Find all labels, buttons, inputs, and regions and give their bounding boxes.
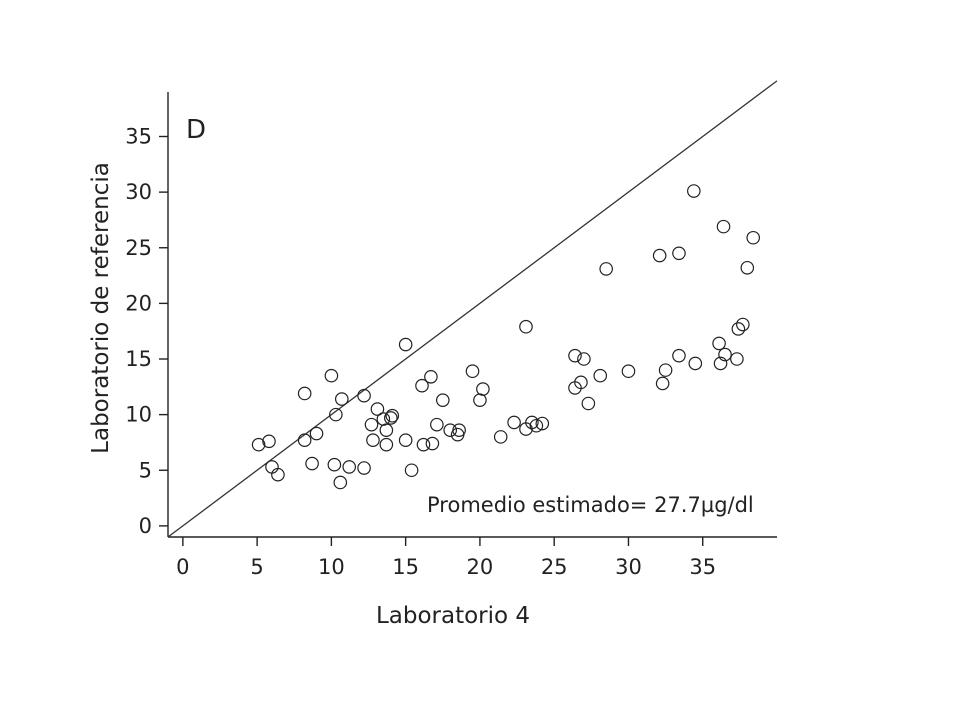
data-point [736,317,750,332]
data-point [424,369,438,384]
data-point [416,437,431,452]
data-point [366,433,380,448]
data-point [716,219,731,234]
x-tick-label: 30 [615,555,642,579]
y-tick-label: 20 [125,291,152,315]
data-point [379,437,394,452]
data-point [357,388,371,403]
data-points [251,184,761,490]
data-point [370,402,385,416]
data-point [581,396,596,411]
data-point [334,392,349,406]
data-point [621,364,636,379]
data-point [384,411,398,425]
data-point [465,364,480,379]
x-tick-label: 15 [392,555,419,579]
data-point [379,423,394,437]
data-point [251,437,266,452]
panel-label: D [186,115,206,145]
data-point [262,434,276,449]
data-point [746,230,761,245]
annotation-text: Promedio estimado= 27.7µg/dl [427,493,754,517]
x-tick-label: 25 [541,555,568,579]
data-point [398,337,413,352]
data-point [672,348,686,363]
data-point [476,382,490,396]
data-point [430,417,444,432]
data-point [712,336,726,351]
y-tick-label: 30 [125,180,152,204]
y-tick-label: 0 [139,514,152,538]
data-point [333,475,348,490]
y-tick-label: 15 [125,347,152,371]
x-tick-label: 0 [176,555,189,579]
y-tick-label: 10 [125,403,152,427]
x-axis-ticks: 0 5 10 15 20 25 30 35 [176,537,716,579]
data-point [568,348,582,363]
y-tick-label: 35 [125,125,152,149]
data-point [385,408,400,423]
data-point [297,386,312,401]
data-point [740,260,755,275]
data-point [435,393,450,407]
x-tick-label: 20 [467,555,494,579]
data-point [404,463,419,478]
data-point [329,407,343,422]
data-point [324,368,339,383]
data-point [493,430,508,444]
y-tick-label: 5 [139,458,152,482]
data-point [593,368,608,383]
data-point [473,393,487,407]
data-point [713,356,728,371]
data-point [577,352,591,366]
data-point [271,467,285,482]
data-point [265,460,279,474]
data-point [398,433,413,448]
data-point [305,456,319,471]
data-point [415,378,429,393]
data-point [364,417,379,432]
data-point [652,248,667,263]
data-point [443,423,458,437]
data-point [658,363,673,377]
data-point [327,457,342,472]
data-point [529,418,544,433]
data-point [672,246,686,261]
x-tick-label: 5 [250,555,263,579]
y-tick-label: 25 [125,236,152,260]
data-point [655,376,670,391]
y-axis-ticks: 0 5 10 15 20 25 30 35 [125,125,168,538]
reference-line [167,80,778,538]
data-point [687,184,701,198]
data-point [731,322,746,336]
x-tick-label: 10 [318,555,345,579]
data-point [519,319,533,334]
data-point [574,375,588,390]
data-point [342,460,357,474]
reference-line-group [167,80,778,538]
data-point [599,262,613,276]
data-point [535,416,550,431]
data-point [357,461,371,475]
data-point [507,415,521,430]
data-point [309,426,324,441]
data-point [297,433,312,448]
data-point [730,352,744,366]
data-point [718,347,732,362]
y-axis-title: Laboratorio de referencia [88,162,114,454]
data-point [425,436,440,451]
data-point [452,423,466,437]
x-tick-label: 35 [689,555,716,579]
x-axis-title: Laboratorio 4 [376,603,530,629]
data-point [525,415,539,430]
data-point [688,356,703,371]
